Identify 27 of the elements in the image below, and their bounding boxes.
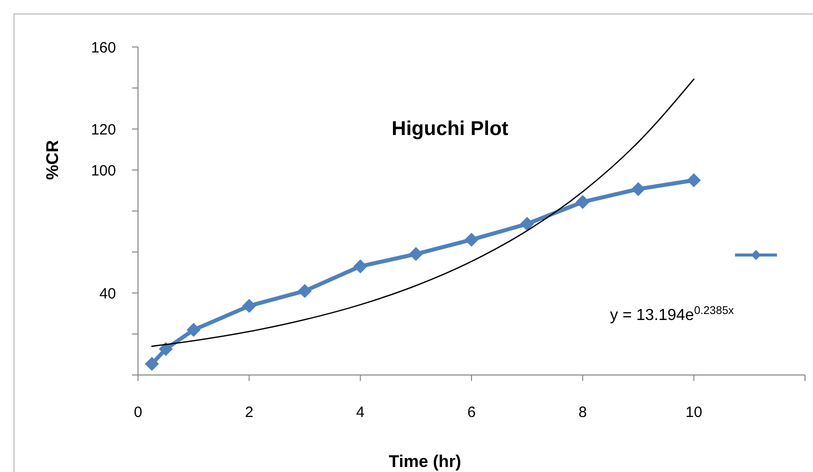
- point: [520, 216, 534, 231]
- y-axis-title: %CR: [43, 140, 62, 180]
- point: [144, 356, 159, 371]
- point: [631, 182, 646, 196]
- point: [158, 342, 173, 356]
- point: [576, 194, 590, 209]
- point: [464, 232, 478, 247]
- point: [242, 298, 256, 313]
- x-axis-title: Time (hr): [388, 452, 462, 471]
- x-tick-label: 8: [578, 404, 587, 421]
- y-tick-label: 40: [99, 285, 116, 302]
- text: Higuchi Plot: [392, 118, 509, 140]
- x-tick-label: 6: [467, 404, 476, 421]
- point: [298, 284, 312, 298]
- y-tick-label: 100: [90, 162, 116, 180]
- point: [186, 322, 201, 337]
- y-tick-label: 160: [90, 39, 116, 56]
- y-tick-label: 120: [90, 121, 116, 138]
- annotation: y = 13.194e$^{0.2385x}$: [610, 305, 734, 324]
- point: [408, 247, 423, 262]
- point: [353, 259, 368, 274]
- point: [686, 173, 701, 188]
- x-tick-label: 4: [356, 404, 365, 421]
- x-tick-label: 10: [685, 404, 702, 421]
- x-tick-label: 2: [244, 404, 254, 421]
- line-series: [151, 78, 694, 347]
- x-tick-label: 0: [134, 404, 142, 421]
